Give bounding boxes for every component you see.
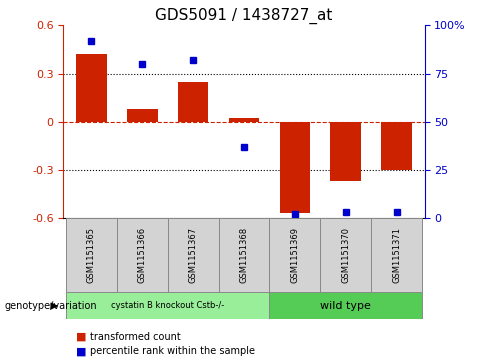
Title: GDS5091 / 1438727_at: GDS5091 / 1438727_at: [155, 8, 333, 24]
Text: transformed count: transformed count: [90, 332, 181, 342]
Bar: [280, 122, 310, 213]
Bar: [219, 218, 269, 292]
Bar: [320, 218, 371, 292]
Bar: [66, 292, 269, 319]
Text: percentile rank within the sample: percentile rank within the sample: [90, 346, 255, 356]
Bar: [127, 109, 158, 122]
Bar: [76, 54, 107, 122]
Text: cystatin B knockout Cstb-/-: cystatin B knockout Cstb-/-: [111, 301, 224, 310]
Bar: [269, 218, 320, 292]
Text: GSM1151365: GSM1151365: [87, 227, 96, 283]
Text: genotype/variation: genotype/variation: [5, 301, 98, 311]
Text: GSM1151370: GSM1151370: [341, 227, 350, 283]
Text: ■: ■: [76, 346, 86, 356]
Text: GSM1151371: GSM1151371: [392, 227, 401, 283]
Bar: [229, 118, 259, 122]
Text: GSM1151366: GSM1151366: [138, 227, 147, 283]
Bar: [178, 82, 208, 122]
Bar: [330, 122, 361, 181]
Bar: [269, 292, 422, 319]
Bar: [168, 218, 219, 292]
Text: GSM1151367: GSM1151367: [189, 227, 198, 283]
Bar: [66, 218, 117, 292]
Bar: [371, 218, 422, 292]
Text: wild type: wild type: [320, 301, 371, 311]
Text: GSM1151369: GSM1151369: [290, 227, 299, 283]
Text: ■: ■: [76, 332, 86, 342]
Bar: [117, 218, 168, 292]
Text: GSM1151368: GSM1151368: [240, 227, 248, 283]
Bar: [381, 122, 412, 170]
